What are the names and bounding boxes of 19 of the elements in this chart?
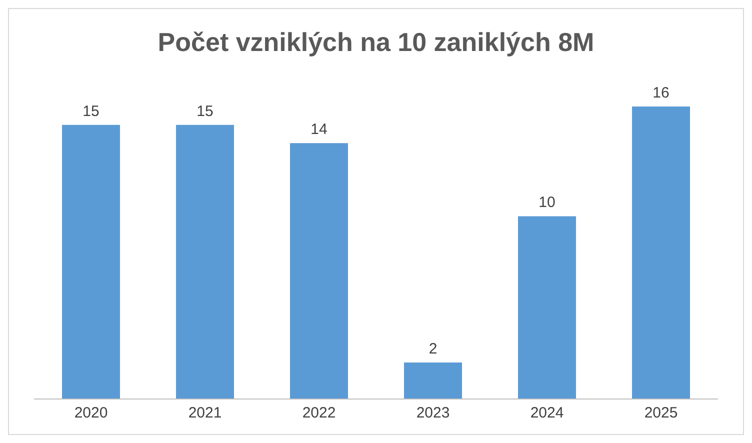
- bar: [404, 362, 462, 399]
- x-tick-label: 2023: [416, 404, 450, 422]
- bar: [290, 143, 348, 399]
- chart-title: Počet vzniklých na 10 zaniklých 8M: [156, 27, 596, 58]
- bar: [62, 124, 120, 399]
- data-label: 16: [652, 84, 670, 102]
- x-tick-label: 2024: [530, 404, 564, 422]
- data-label: 15: [196, 102, 214, 120]
- x-tick-label: 2021: [188, 404, 222, 422]
- x-tick-label: 2020: [74, 404, 108, 422]
- x-tick-label: 2022: [302, 404, 336, 422]
- bar: [518, 216, 576, 399]
- data-label: 15: [82, 102, 100, 120]
- bar: [632, 106, 690, 399]
- data-label: 14: [310, 121, 328, 138]
- bar: [176, 124, 234, 399]
- x-tick-label: 2025: [644, 404, 678, 422]
- data-label: 10: [538, 194, 556, 212]
- data-label: 2: [428, 340, 438, 358]
